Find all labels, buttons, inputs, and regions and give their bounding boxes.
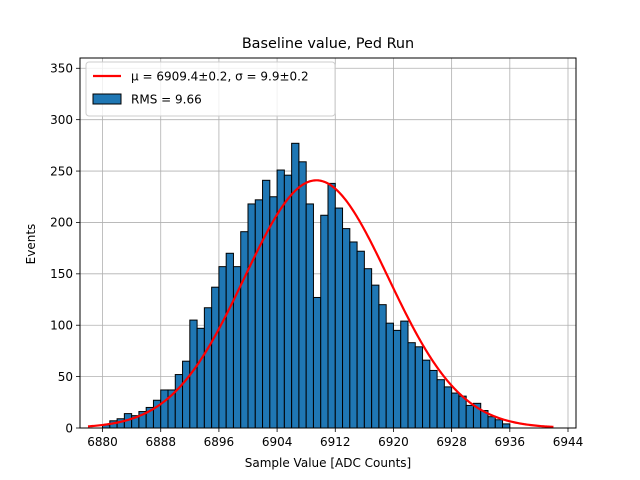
legend-fit-label: μ = 6909.4±0.2, σ = 9.9±0.2 — [131, 70, 309, 84]
legend: μ = 6909.4±0.2, σ = 9.9±0.2 RMS = 9.66 — [85, 61, 336, 117]
x-tick-label: 6936 — [495, 435, 526, 449]
histogram-bar — [254, 199, 264, 429]
histogram-bar — [422, 359, 431, 429]
x-tick-label: 6880 — [87, 435, 118, 449]
x-axis-label: Sample Value [ADC Counts] — [245, 456, 411, 470]
histogram-bar — [378, 304, 387, 429]
y-tick-label: 0 — [65, 421, 73, 435]
histogram-bar — [363, 268, 373, 429]
histogram-bar — [174, 374, 184, 429]
legend-frame — [85, 61, 336, 117]
x-tick-label: 6896 — [204, 435, 235, 449]
plot-frame — [79, 57, 577, 429]
histogram-bar — [487, 416, 496, 429]
histogram-bar — [494, 419, 504, 429]
histogram-bar — [465, 404, 474, 429]
histogram-bar — [371, 284, 380, 429]
fit-curve — [87, 179, 554, 429]
histogram-bar — [502, 423, 511, 429]
histogram-bar — [182, 360, 191, 429]
y-tick-label: 350 — [50, 62, 73, 76]
histogram-bar — [196, 327, 205, 429]
histogram-bar — [392, 329, 402, 429]
histogram-bar — [429, 369, 438, 429]
y-tick-label: 200 — [50, 216, 73, 230]
x-tick-label: 6928 — [436, 435, 467, 449]
histogram-bar — [400, 320, 409, 429]
histogram-bar — [203, 307, 213, 429]
histogram-bar — [283, 174, 293, 429]
histogram-bar — [160, 389, 169, 429]
histogram-bar — [225, 252, 234, 429]
x-tick-label: 6912 — [320, 435, 351, 449]
histogram-bars — [102, 142, 511, 429]
x-tick-label: 6888 — [145, 435, 176, 449]
histogram-bar — [407, 342, 416, 429]
histogram-bar — [247, 203, 256, 429]
y-tick-label: 250 — [50, 164, 73, 178]
histogram-bar — [327, 182, 336, 429]
histogram-bar — [349, 241, 358, 429]
histogram-bar — [436, 379, 445, 429]
legend-hist-label: RMS = 9.66 — [131, 93, 202, 107]
histogram-bar — [443, 386, 453, 429]
x-tick-label: 6904 — [262, 435, 293, 449]
chart-title: Baseline value, Ped Run — [242, 36, 414, 52]
histogram-bar — [312, 296, 322, 429]
histogram-bar — [269, 196, 278, 429]
y-tick-label: 150 — [50, 267, 73, 281]
histogram-bar — [291, 142, 300, 429]
histogram-bar — [414, 346, 424, 429]
histogram-bar — [451, 392, 460, 429]
legend-hist-patch — [92, 93, 122, 105]
x-tick-label: 6920 — [378, 435, 409, 449]
histogram-bar — [298, 161, 307, 429]
x-tick-label: 6944 — [553, 435, 584, 449]
tick-labels: 6880 6888 6896 6904 6912 6920 6928 6936 6944 0 50 1… — [50, 62, 583, 449]
y-tick-label: 300 — [50, 113, 73, 127]
histogram-bar — [305, 203, 314, 429]
histogram-bar — [385, 322, 394, 429]
axes — [79, 57, 577, 429]
gaussian-fit — [87, 179, 554, 429]
y-axis-label: Events — [24, 224, 38, 265]
histogram-bar — [356, 250, 365, 429]
y-tick-label: 50 — [58, 370, 73, 384]
histogram-bar — [458, 395, 467, 429]
y-tick-label: 100 — [50, 319, 73, 333]
histogram-bar — [342, 228, 351, 429]
histogram-bar — [218, 266, 227, 429]
histogram-bar — [334, 207, 344, 429]
histogram-bar — [320, 214, 329, 429]
histogram-bar — [262, 179, 271, 429]
histogram-bar — [240, 231, 249, 429]
histogram-bar — [211, 286, 220, 429]
